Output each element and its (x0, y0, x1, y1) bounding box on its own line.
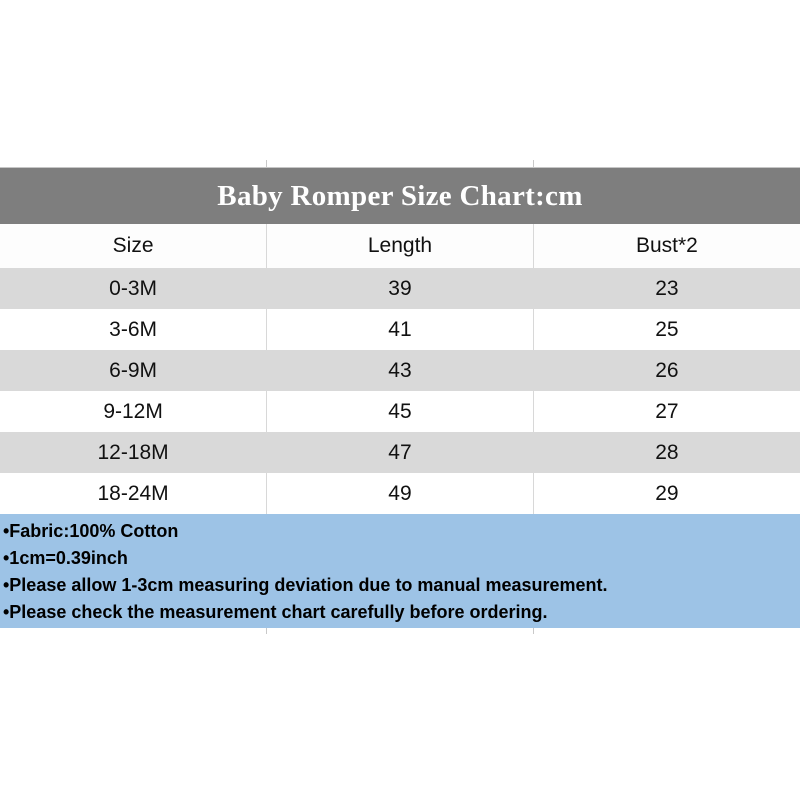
table-row-3-6m: 3-6M 41 25 (0, 309, 800, 350)
column-header-bust: Bust*2 (533, 224, 800, 268)
chart-title: Baby Romper Size Chart:cm (217, 179, 583, 212)
cell-bust: 29 (655, 481, 679, 505)
note-conversion: •1cm=0.39inch (3, 548, 128, 568)
cell-length: 43 (266, 350, 534, 391)
title-bar: Baby Romper Size Chart:cm (0, 167, 800, 224)
cell-length: 45 (266, 391, 534, 432)
note-deviation: •Please allow 1-3cm measuring deviation … (3, 575, 608, 595)
table-row-18-24m: 18-24M 49 29 (0, 473, 800, 514)
table-row-12-18m: 12-18M 47 28 (0, 432, 800, 473)
column-header-size: Size (0, 224, 268, 268)
table-row-9-12m: 9-12M 45 27 (0, 391, 800, 432)
cell-bust: 23 (533, 268, 800, 309)
table-row-0-3m: 0-3M 39 23 (0, 268, 800, 309)
cell-size: 0-3M (0, 268, 268, 309)
column-header-length: Length (266, 224, 534, 268)
column-grid-tick-top-right (533, 160, 534, 167)
cell-length: 47 (266, 432, 534, 473)
cell-length: 41 (266, 309, 534, 350)
column-grid-tick-top-left (266, 160, 267, 167)
cell-bust: 28 (533, 432, 800, 473)
cell-size: 6-9M (0, 350, 268, 391)
note-fabric: •Fabric:100% Cotton (3, 521, 179, 541)
cell-bust: 26 (533, 350, 800, 391)
cell-length: 49 (266, 473, 534, 514)
cell-bust: 25 (655, 317, 679, 341)
cell-size: 3-6M (0, 309, 268, 350)
column-grid-tick-bottom-right (533, 628, 534, 634)
column-grid-tick-bottom-left (266, 628, 267, 634)
note-check-chart: •Please check the measurement chart care… (3, 602, 548, 622)
notes-panel: •Fabric:100% Cotton •1cm=0.39inch •Pleas… (0, 514, 800, 628)
cell-size: 9-12M (0, 391, 268, 432)
size-table: Size Length Bust*2 0-3M 39 23 3-6M 41 25… (0, 224, 800, 514)
table-row-6-9m: 6-9M 43 26 (0, 350, 800, 391)
cell-bust: 27 (655, 399, 679, 423)
cell-size: 18-24M (0, 473, 268, 514)
cell-length: 39 (266, 268, 534, 309)
cell-size: 12-18M (0, 432, 268, 473)
table-header-row: Size Length Bust*2 (0, 224, 800, 268)
